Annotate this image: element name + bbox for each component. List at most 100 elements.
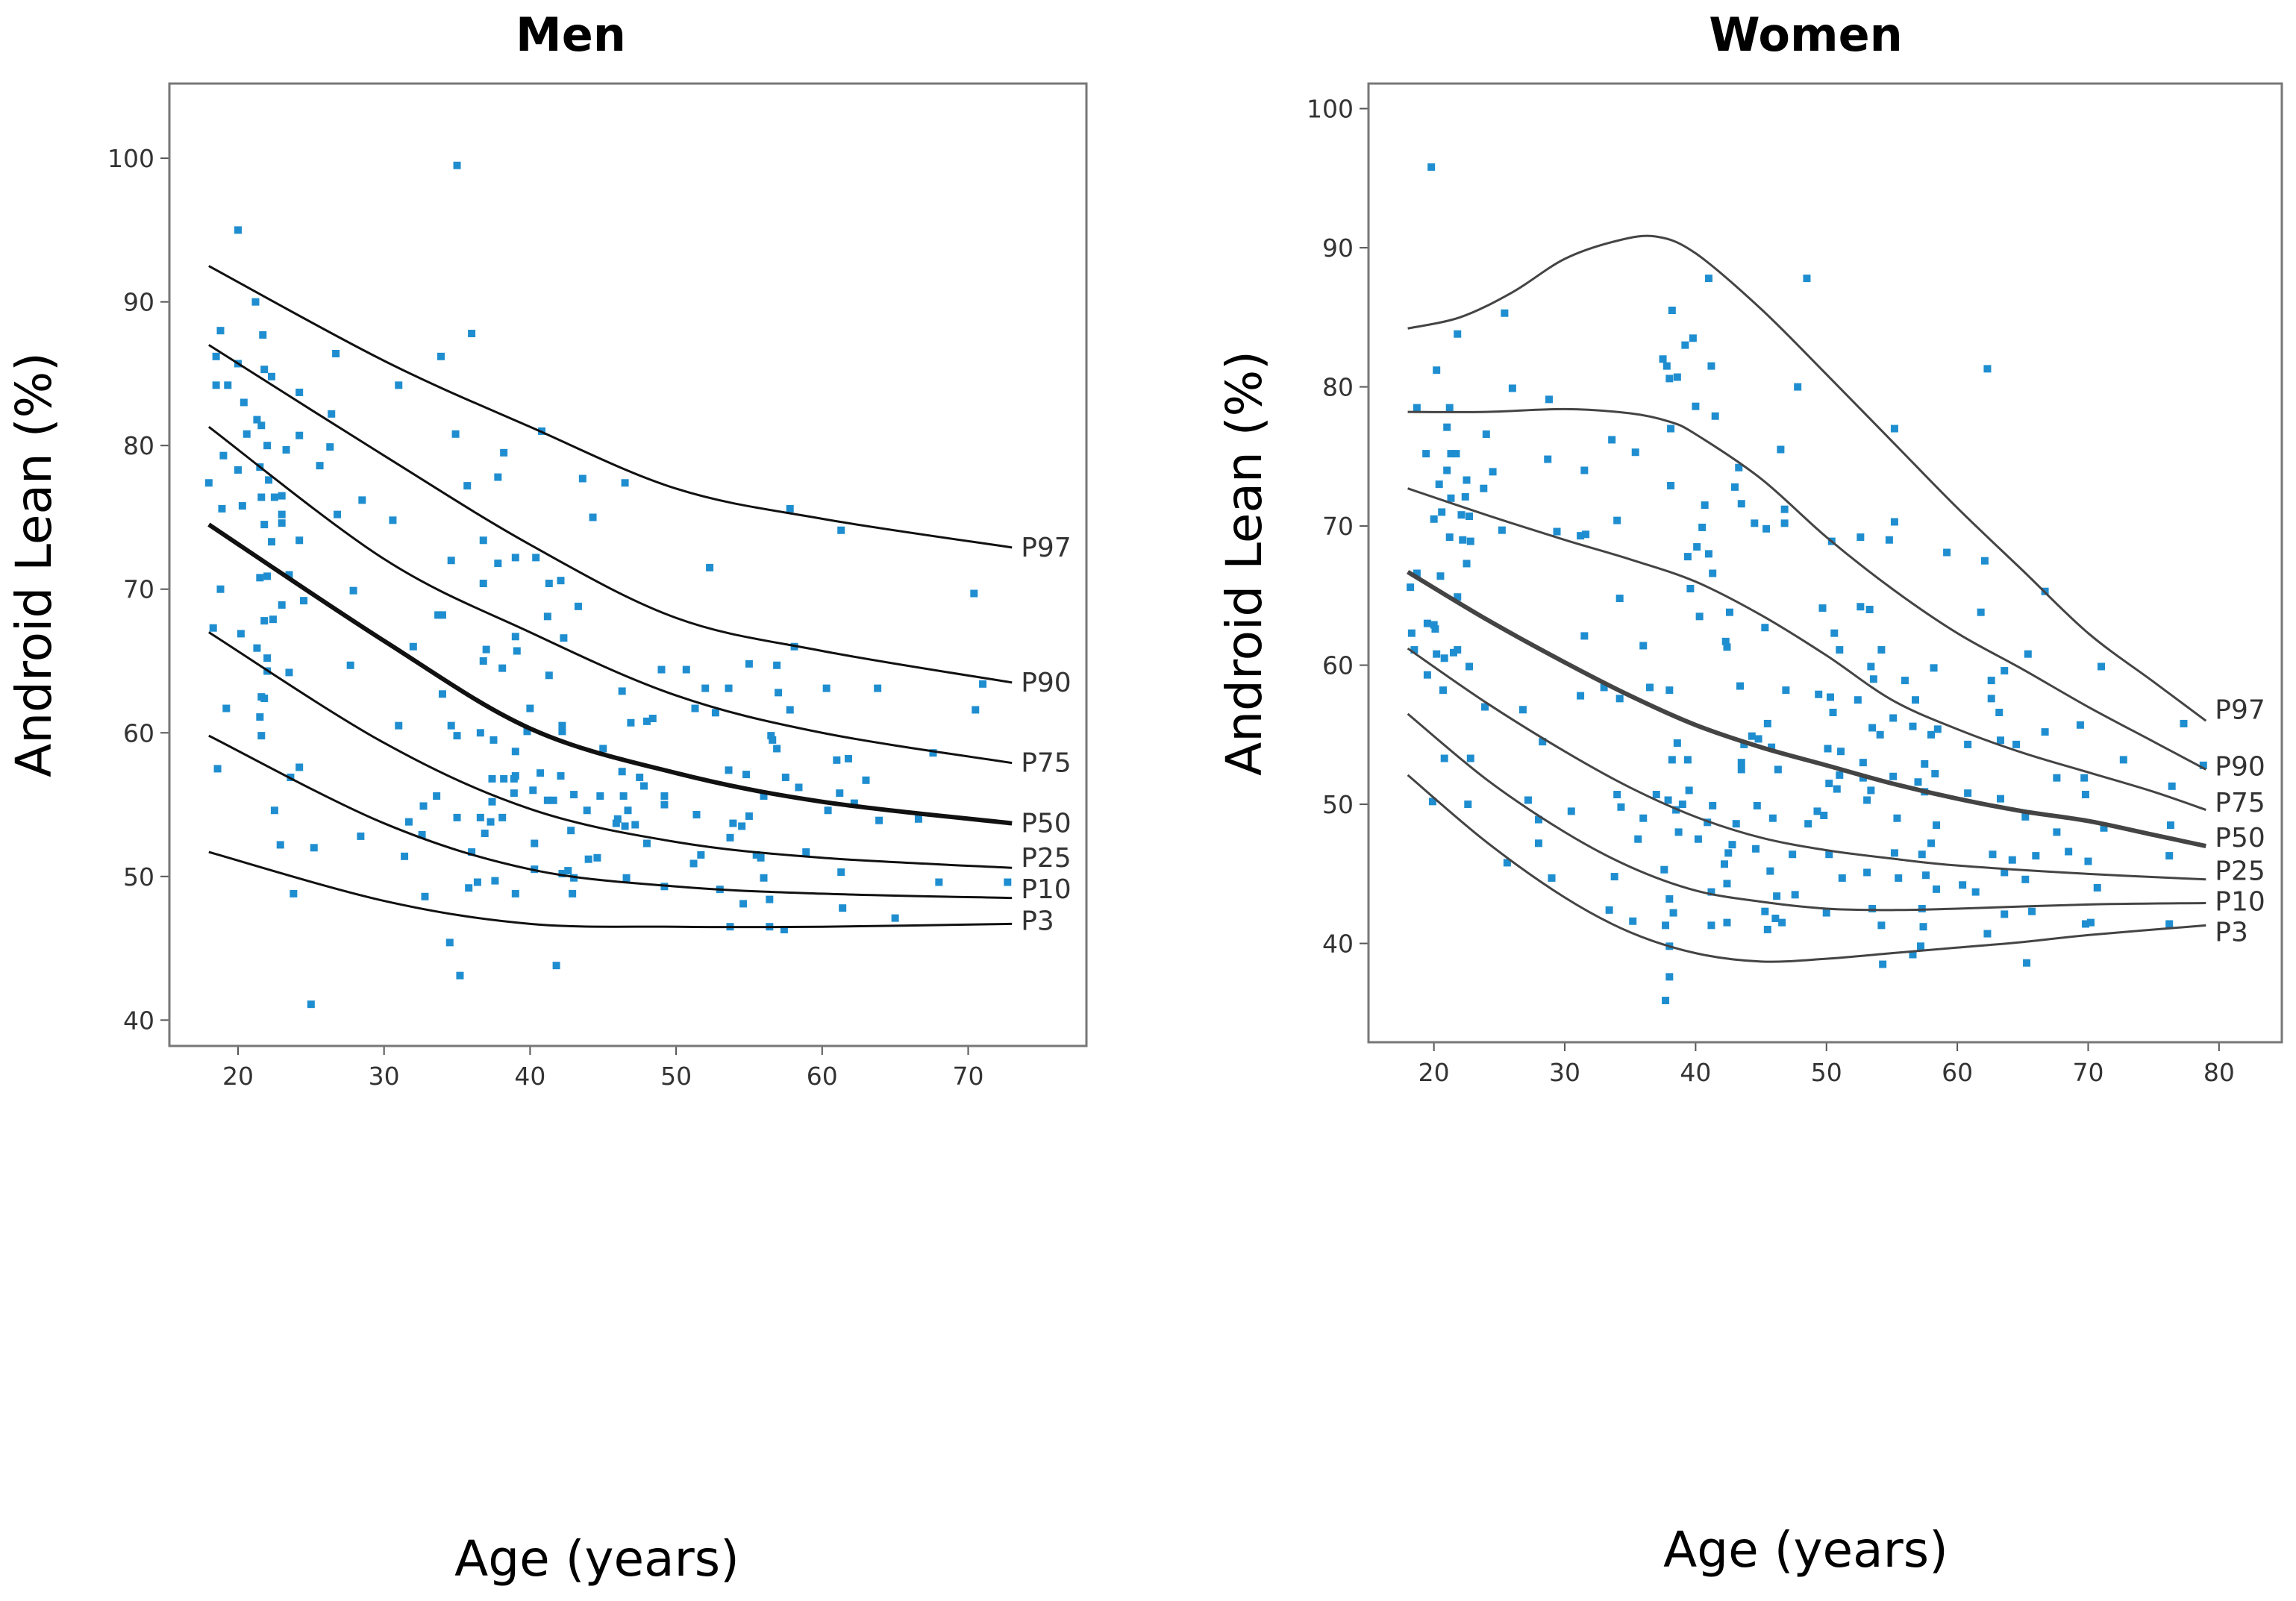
men-data-point <box>760 874 768 882</box>
men-data-point <box>421 892 429 900</box>
men-data-point <box>618 768 626 776</box>
men-data-point <box>282 445 290 454</box>
men-title: Men <box>516 7 626 62</box>
women-data-point <box>2021 875 2030 883</box>
men-data-point <box>358 496 366 504</box>
women-panel: Women Age (years) Android Lean (%) 20 30 4… <box>1216 7 2283 1579</box>
women-data-point <box>1422 450 1430 458</box>
women-data-point <box>1501 309 1509 317</box>
men-data-point <box>569 889 577 897</box>
women-data-point <box>1813 807 1821 815</box>
men-data-point <box>545 580 553 588</box>
women-data-point <box>1707 362 1715 370</box>
women-data-point <box>1481 703 1489 711</box>
women-data-point <box>1704 550 1712 558</box>
men-y-tick-label: 50 <box>123 862 154 892</box>
women-data-point <box>1724 849 1733 857</box>
women-curve-p25 <box>1407 647 2206 881</box>
men-data-point <box>599 745 607 753</box>
women-curve-p50 <box>1407 570 2206 848</box>
women-data-point <box>1780 505 1789 513</box>
women-data-point <box>1768 814 1777 822</box>
women-data-point <box>1665 375 1674 383</box>
women-data-point <box>1443 423 1451 431</box>
women-data-point <box>1608 436 1616 444</box>
men-data-point <box>596 792 604 800</box>
women-y-tick-label: 40 <box>1322 930 1354 959</box>
men-data-point <box>251 298 260 306</box>
women-data-point <box>1427 163 1436 171</box>
women-curve-label-p10: P10 <box>2215 887 2265 918</box>
men-data-point <box>510 789 518 798</box>
women-data-point <box>1732 820 1740 828</box>
men-data-point <box>780 926 788 934</box>
men-data-point <box>482 645 490 654</box>
men-data-point <box>290 889 298 897</box>
women-data-point <box>1689 334 1697 342</box>
women-data-point <box>1728 841 1736 849</box>
men-data-point <box>511 633 519 641</box>
men-data-point <box>494 560 502 568</box>
men-y-axis-label: Android Lean (%) <box>5 352 63 777</box>
women-data-point <box>1983 365 1992 373</box>
women-data-point <box>1489 468 1497 476</box>
women-data-point <box>1996 795 2004 803</box>
women-data-point <box>1580 466 1589 474</box>
men-data-point <box>295 763 304 771</box>
men-data-point <box>332 349 340 357</box>
men-data-point <box>692 811 701 819</box>
men-data-point <box>621 822 629 830</box>
men-data-point <box>488 798 496 806</box>
men-data-point <box>510 774 518 783</box>
women-data-point <box>1610 873 1618 881</box>
women-data-point <box>1503 859 1511 867</box>
women-data-point <box>1856 533 1865 541</box>
men-data-point <box>260 366 269 374</box>
men-y-tick-label: 70 <box>123 575 154 604</box>
men-data-point <box>498 813 507 821</box>
women-curve-p3 <box>1407 774 2206 963</box>
men-data-point <box>837 526 845 534</box>
men-data-point <box>970 589 978 598</box>
men-data-point <box>328 410 336 418</box>
men-data-point <box>270 806 278 815</box>
men-data-point <box>697 850 705 859</box>
women-data-point <box>2180 719 2188 727</box>
women-data-point <box>1830 629 1839 637</box>
women-curve-p90 <box>1407 407 2206 771</box>
women-data-point <box>2165 920 2174 928</box>
men-data-point <box>285 571 293 579</box>
women-data-point <box>1868 724 1877 732</box>
men-data-point <box>557 577 565 585</box>
women-y-tick-label: 60 <box>1322 651 1354 680</box>
men-data-point <box>270 493 278 501</box>
men-data-point <box>479 657 487 665</box>
men-data-point <box>445 939 454 947</box>
men-data-point <box>453 813 461 821</box>
men-data-point <box>862 776 870 784</box>
men-data-point <box>479 580 487 588</box>
men-data-point <box>529 786 537 795</box>
women-data-point <box>1545 395 1553 404</box>
men-data-point <box>914 815 922 823</box>
women-curve-label-p3: P3 <box>2215 918 2248 948</box>
men-x-tick-label: 60 <box>807 1062 838 1091</box>
women-data-point <box>1762 524 1771 533</box>
men-data-point <box>260 617 269 625</box>
women-data-point <box>1711 412 1719 420</box>
women-data-point <box>1723 918 1731 927</box>
women-data-point <box>1413 404 1421 412</box>
women-curve-label-p25: P25 <box>2215 856 2265 887</box>
women-data-point <box>1780 519 1789 527</box>
women-data-point <box>1459 536 1467 544</box>
men-data-point <box>263 572 272 580</box>
women-data-point <box>1440 754 1448 762</box>
men-data-point <box>395 721 403 730</box>
men-data-point <box>845 754 853 762</box>
men-data-point <box>775 689 783 697</box>
men-data-point <box>802 848 810 856</box>
women-data-point <box>1454 593 1462 601</box>
men-data-point <box>212 352 220 360</box>
women-data-point <box>1639 642 1648 650</box>
women-data-point <box>1673 373 1681 381</box>
